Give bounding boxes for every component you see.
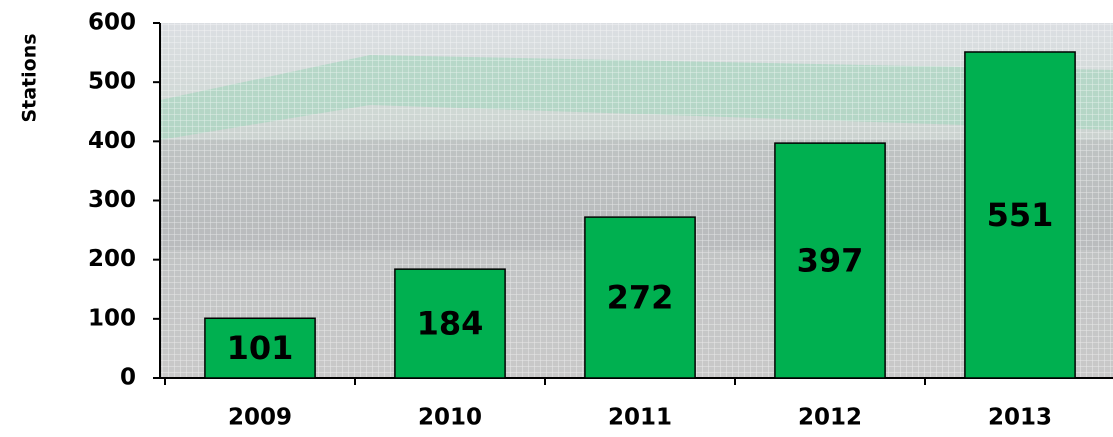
value-label: 184 <box>417 305 484 343</box>
y-tick-label: 400 <box>88 128 136 154</box>
value-label: 272 <box>607 279 674 317</box>
y-tick-label: 300 <box>88 187 136 213</box>
y-tick-label: 500 <box>88 69 136 95</box>
value-label: 101 <box>227 329 294 367</box>
y-tick-label: 100 <box>88 305 136 331</box>
x-tick-label: 2010 <box>418 405 482 431</box>
value-label: 397 <box>797 242 864 280</box>
y-axis-label: Stations <box>19 33 41 122</box>
y-tick-label: 0 <box>120 365 136 391</box>
value-label: 551 <box>987 196 1054 234</box>
y-tick-label: 600 <box>88 10 136 36</box>
x-tick-label: 2009 <box>228 405 292 431</box>
x-tick-label: 2011 <box>608 405 672 431</box>
x-tick-label: 2013 <box>988 405 1052 431</box>
x-tick-label: 2012 <box>798 405 862 431</box>
y-tick-label: 200 <box>88 246 136 272</box>
chart: Stations 0 100 200 300 400 500 600 2009 101 2010 1… <box>0 0 1113 437</box>
